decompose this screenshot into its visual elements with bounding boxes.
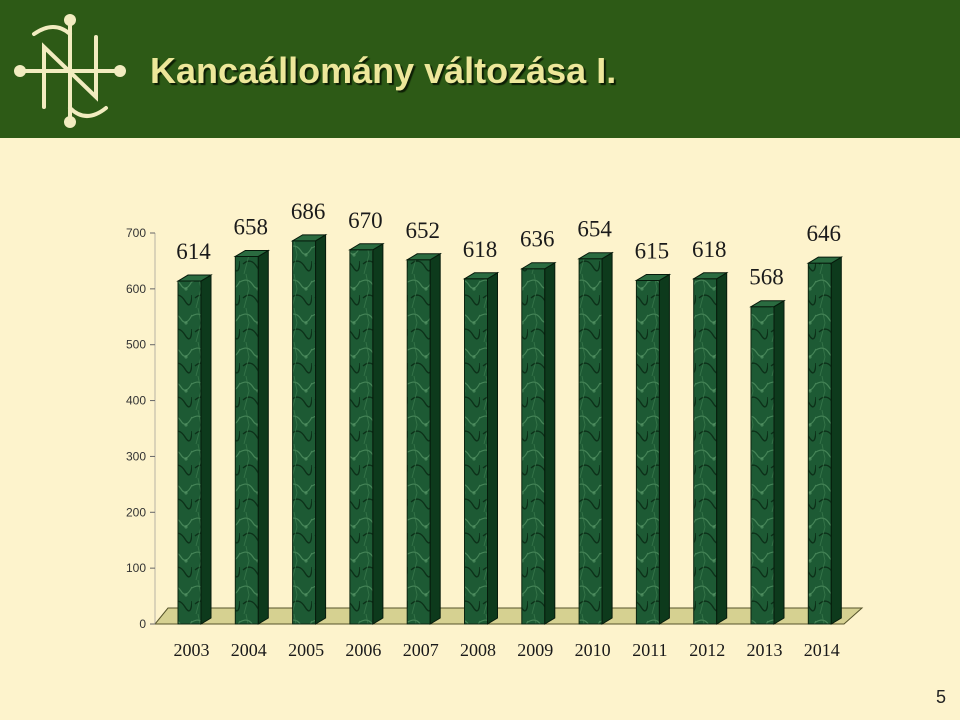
logo-icon — [14, 14, 126, 128]
value-label-2006: 670 — [348, 208, 383, 233]
bar-side — [429, 252, 441, 625]
category-label-2010: 2010 — [575, 640, 611, 660]
bar-top — [233, 249, 271, 257]
bar-2014 — [806, 256, 844, 625]
bar-top — [691, 272, 729, 280]
category-label-2003: 2003 — [174, 640, 210, 660]
bar-side — [716, 271, 728, 625]
bar-top — [519, 262, 557, 270]
value-label-2005: 686 — [291, 199, 326, 224]
bar-side — [830, 256, 842, 625]
value-label-2009: 636 — [520, 227, 555, 252]
category-label-2004: 2004 — [231, 640, 267, 660]
bar-front — [234, 255, 259, 625]
slide-header: Kancaállomány változása I. — [0, 0, 960, 138]
category-label-2006: 2006 — [345, 640, 381, 660]
slide-title: Kancaállomány változása I. — [150, 50, 617, 91]
bar-top — [462, 272, 500, 280]
y-tick-label: 700 — [126, 226, 146, 240]
bar-2010 — [577, 251, 614, 625]
bar-front — [177, 280, 202, 625]
value-label-2003: 614 — [176, 239, 211, 264]
bar-2007 — [405, 252, 443, 625]
value-label-2014: 646 — [807, 221, 842, 246]
y-tick-label: 400 — [126, 394, 146, 408]
bar-2006 — [348, 242, 385, 625]
bar-side — [658, 273, 670, 625]
page-number: 5 — [935, 687, 946, 707]
bar-top — [806, 256, 844, 264]
category-label-2012: 2012 — [689, 640, 725, 660]
bar-2011 — [634, 273, 672, 625]
bar-top — [577, 252, 614, 260]
y-tick-label: 500 — [126, 338, 146, 352]
category-label-2014: 2014 — [804, 640, 840, 660]
y-tick-label: 100 — [126, 561, 146, 575]
value-label-2010: 654 — [577, 217, 612, 242]
bar-front — [349, 249, 374, 625]
bar-top — [348, 243, 385, 251]
bar-front — [807, 262, 832, 625]
bar-top — [290, 234, 328, 242]
category-label-2008: 2008 — [460, 640, 496, 660]
value-label-2013: 568 — [749, 265, 784, 290]
bar-side — [544, 261, 556, 625]
value-label-2008: 618 — [463, 237, 498, 262]
bar-top — [634, 273, 672, 281]
bar-top — [749, 300, 786, 308]
bar-2005 — [290, 233, 328, 625]
bar-chart: 0 100 200 300 400 500 600 700 614 2003 658 2004 686… — [126, 199, 864, 660]
value-label-2012: 618 — [692, 237, 727, 262]
bar-side — [773, 299, 785, 625]
bar-front — [406, 259, 431, 625]
chart-floor — [153, 607, 864, 625]
bar-front — [292, 240, 317, 625]
bar-2003 — [176, 274, 213, 625]
bar-front — [521, 268, 546, 625]
bar-side — [372, 242, 384, 625]
y-tick-label: 300 — [126, 449, 146, 463]
value-label-2011: 615 — [635, 238, 670, 263]
bar-side — [601, 251, 613, 625]
bar-front — [693, 278, 718, 625]
bar-front — [578, 258, 603, 625]
category-label-2007: 2007 — [403, 640, 439, 660]
y-tick-label: 600 — [126, 282, 146, 296]
y-tick-label: 0 — [139, 617, 146, 631]
bar-2008 — [462, 271, 500, 625]
value-label-2004: 658 — [234, 214, 269, 239]
bar-side — [315, 233, 327, 625]
bar-front — [464, 278, 488, 625]
bar-2012 — [691, 271, 729, 625]
value-label-2007: 652 — [405, 218, 440, 243]
bar-side — [487, 271, 498, 625]
bar-2009 — [519, 261, 557, 625]
category-label-2013: 2013 — [747, 640, 783, 660]
y-tick-label: 200 — [126, 505, 146, 519]
bar-side — [200, 274, 212, 625]
category-label-2011: 2011 — [632, 640, 667, 660]
bar-top — [405, 253, 443, 261]
bar-2004 — [233, 249, 271, 625]
bar-side — [257, 249, 269, 625]
bar-front — [635, 279, 660, 625]
bar-2013 — [749, 299, 786, 625]
bar-top — [176, 274, 213, 282]
bar-front — [750, 306, 775, 625]
category-label-2005: 2005 — [288, 640, 324, 660]
category-label-2009: 2009 — [517, 640, 553, 660]
